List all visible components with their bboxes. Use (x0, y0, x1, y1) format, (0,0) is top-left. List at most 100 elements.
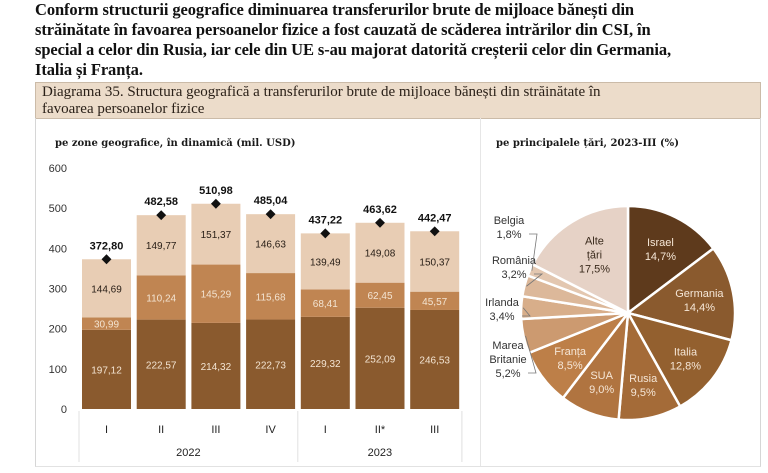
pie-slice-value: 5,2% (495, 368, 520, 380)
pie-slice-name: Rusia (629, 373, 658, 385)
bar-segment-middle (191, 264, 241, 323)
total-marker (265, 209, 276, 220)
bar-value-label: 62,45 (367, 291, 392, 302)
pie-slice-value: 8,5% (558, 360, 583, 372)
bar-segment-bottom (246, 319, 296, 409)
pie-slice-name: Italia (674, 347, 698, 359)
bar-segment-bottom (300, 316, 350, 409)
bar-value-label: 222,73 (255, 360, 286, 371)
total-marker (320, 228, 331, 239)
bar-value-label: 229,32 (310, 359, 341, 370)
total-label: 463,62 (363, 204, 397, 216)
pie-slice-name: România (492, 255, 537, 267)
bar-segment-middle (355, 282, 405, 308)
bar-segment-middle (82, 317, 131, 330)
pie-chart-title: pe principalele țări, 2023-III (%) (496, 138, 679, 149)
total-marker (429, 226, 440, 237)
bar-value-label: 150,37 (419, 257, 450, 268)
y-tick-label: 200 (49, 324, 67, 336)
intro-line: Conform structurii geografice diminuarea… (35, 0, 635, 19)
pie-slice-name: Belgia (494, 215, 525, 227)
pie-slice-value: 3,4% (489, 311, 514, 323)
x-tick-label: I (324, 424, 327, 436)
bar-segment-top (246, 214, 296, 274)
bar-value-label: 146,63 (255, 240, 286, 251)
figure-frame (35, 118, 761, 467)
bar-value-label: 252,09 (365, 354, 396, 365)
bar-value-label: 197,12 (91, 365, 122, 376)
pie-slice-value: 9,0% (589, 384, 614, 396)
intro-line: special a celor din Rusia, iar cele din … (35, 40, 672, 59)
bar-segment-top (191, 203, 241, 265)
caption-line: favoarea persoanelor fizice (42, 101, 205, 117)
y-tick-label: 500 (49, 203, 67, 215)
bar-value-label: 68,41 (313, 299, 338, 310)
bar-segment-bottom (82, 329, 131, 409)
x-group-label: 2023 (368, 447, 392, 459)
pie-slice-name: Israel (647, 237, 674, 249)
bar-value-label: 214,32 (201, 362, 232, 373)
pie-slice-name: Franța (554, 346, 587, 358)
pie-slice-value: 14,4% (684, 302, 715, 314)
bar-value-label: 246,53 (419, 355, 450, 366)
pie-chart: Israel 14,7% Germania 14,4% Italia 12,8% Rusia… (485, 204, 737, 422)
bar-value-label: 149,77 (146, 241, 177, 252)
leader-line (522, 307, 531, 317)
pie-slice (625, 246, 737, 342)
bar-segment-middle (410, 291, 460, 310)
leader-line (529, 233, 538, 271)
bar-value-label: 30,99 (94, 320, 119, 331)
bar-segment-top (82, 259, 131, 318)
x-tick-label: III (211, 424, 220, 436)
intro-line: străinătate în favoarea persoanelor fizi… (35, 20, 651, 39)
bar-value-label: 149,08 (365, 249, 396, 260)
x-tick-label: IV (265, 424, 276, 436)
pie-slice-name: Germania (675, 288, 724, 300)
total-marker (156, 210, 167, 221)
panel-divider (480, 118, 481, 466)
pie-slice-value: 3,2% (501, 269, 526, 281)
y-tick-label: 400 (49, 243, 67, 255)
bar-value-label: 222,57 (146, 360, 177, 371)
pie-slice-name: Marea (492, 340, 524, 352)
pie-slice (625, 311, 733, 409)
bar-segment-top (300, 233, 350, 290)
bar-segment-middle (300, 289, 350, 317)
bar-segment-bottom (410, 309, 460, 409)
x-tick-label: III (430, 424, 439, 436)
bar-segment-bottom (136, 319, 186, 409)
bar-segment-middle (136, 275, 186, 320)
x-tick-label: II (158, 424, 164, 436)
total-label: 437,22 (308, 214, 342, 226)
y-tick-label: 600 (49, 163, 67, 175)
bar-value-label: 139,49 (310, 257, 341, 268)
bar-segment-bottom (355, 307, 405, 409)
y-tick-label: 100 (49, 364, 67, 376)
bar-segment-bottom (191, 322, 241, 409)
pie-slice (626, 204, 716, 316)
pie-slice-name: SUA (590, 370, 613, 382)
total-marker (375, 217, 385, 228)
leader-line (526, 273, 544, 287)
pie-slice-name: Alte (585, 235, 604, 247)
stacked-bar-chart: 0 100 200 300 400 500 600 197,12 30,99 144,69 372,… (49, 163, 463, 462)
caption-line: Diagrama 35. Structura geografică a tran… (42, 84, 601, 100)
bar-value-label: 151,37 (201, 230, 232, 241)
pie-slice-name: Irlanda (485, 297, 520, 309)
bar-value-label: 110,24 (146, 293, 176, 304)
total-label: 442,47 (418, 212, 452, 224)
pie-slice (530, 204, 630, 316)
bar-value-label: 115,68 (256, 292, 286, 303)
pie-slice-value: 1,8% (496, 229, 521, 241)
bar-segment-top (355, 222, 405, 283)
pie-slice-value: 17,5% (579, 263, 610, 275)
x-tick-label: I (105, 424, 108, 436)
total-label: 482,58 (144, 196, 178, 208)
x-group-label: 2022 (176, 447, 200, 459)
intro-paragraph: Conform structurii geografice diminuarea… (35, 0, 761, 80)
figure-caption: Diagrama 35. Structura geografică a tran… (35, 82, 761, 119)
bar-segment-top (136, 215, 186, 276)
pie-slice-value: 14,7% (645, 251, 676, 263)
leader-line (525, 335, 537, 374)
y-tick-label: 300 (49, 284, 67, 296)
